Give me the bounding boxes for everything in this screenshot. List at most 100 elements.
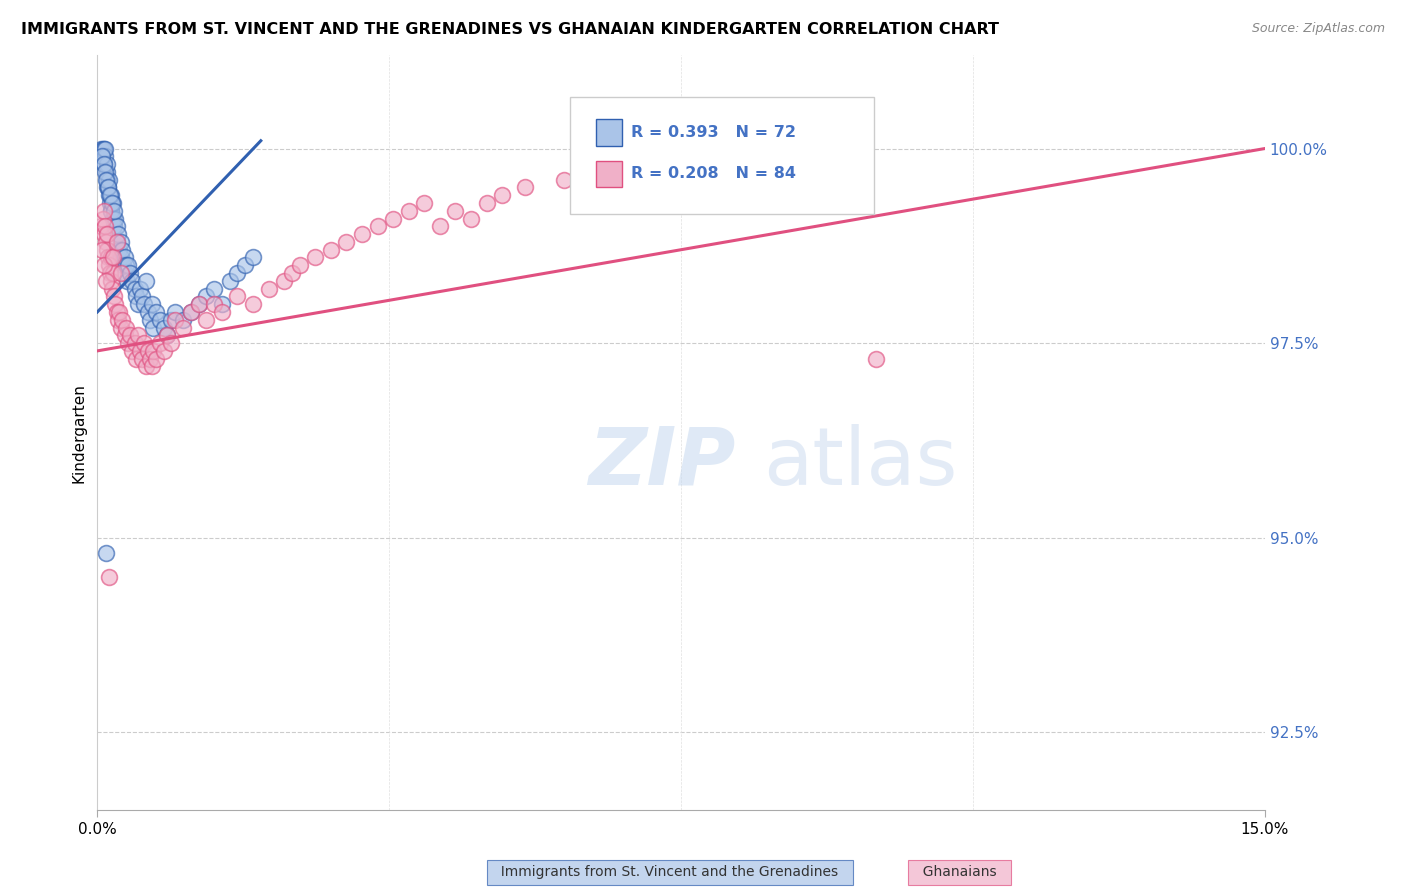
Point <box>94 172 117 186</box>
Point <box>110 251 132 265</box>
Point <box>124 336 146 351</box>
Point <box>398 203 420 218</box>
Point <box>94 274 117 288</box>
Point <box>97 251 120 265</box>
Point <box>100 203 122 218</box>
Point <box>172 312 194 326</box>
Text: R = 0.393   N = 72: R = 0.393 N = 72 <box>631 125 796 140</box>
Point <box>242 297 264 311</box>
Point <box>350 227 373 241</box>
Point <box>107 312 129 326</box>
Point <box>118 266 141 280</box>
Point <box>101 196 124 211</box>
Point <box>121 343 143 358</box>
Point <box>93 227 115 241</box>
Point <box>103 203 125 218</box>
Point <box>114 266 136 280</box>
Point <box>135 359 157 374</box>
Point <box>139 351 162 366</box>
Point <box>101 251 124 265</box>
Point <box>103 289 125 303</box>
Point <box>111 243 134 257</box>
Point <box>172 320 194 334</box>
Point <box>98 196 121 211</box>
Point <box>98 188 121 202</box>
Point <box>104 211 127 226</box>
Point <box>152 343 174 358</box>
Point <box>100 203 122 218</box>
Point <box>125 289 148 303</box>
Point <box>101 266 124 280</box>
Point <box>281 266 304 280</box>
Point <box>98 266 121 280</box>
Point <box>93 142 115 156</box>
Point <box>101 196 124 211</box>
Point <box>202 297 225 311</box>
FancyBboxPatch shape <box>596 120 621 145</box>
Point <box>165 305 187 319</box>
Point <box>98 569 121 583</box>
Point <box>145 351 167 366</box>
FancyBboxPatch shape <box>571 96 873 214</box>
Point <box>91 243 114 257</box>
Point <box>121 274 143 288</box>
Point <box>94 219 117 234</box>
Point <box>91 149 114 163</box>
Point <box>631 157 654 171</box>
Point <box>160 336 183 351</box>
Point <box>748 165 770 179</box>
Point <box>91 142 114 156</box>
Point <box>273 274 295 288</box>
Point <box>165 312 187 326</box>
Point <box>97 180 120 194</box>
Point <box>94 235 117 249</box>
Point <box>96 157 118 171</box>
Point <box>475 196 498 211</box>
Point <box>104 297 127 311</box>
Point <box>139 312 162 326</box>
Point <box>111 312 134 326</box>
Point <box>100 251 122 265</box>
Point <box>429 219 451 234</box>
Point <box>180 305 202 319</box>
Point <box>156 328 179 343</box>
Point <box>110 320 132 334</box>
Point <box>125 351 148 366</box>
Point <box>195 289 218 303</box>
Point <box>105 305 128 319</box>
Point <box>187 297 209 311</box>
Point <box>98 258 121 272</box>
Point <box>114 251 136 265</box>
Point <box>141 297 163 311</box>
Point <box>319 243 342 257</box>
Point <box>100 188 122 202</box>
Point <box>413 196 436 211</box>
Point <box>115 258 138 272</box>
Point <box>211 305 233 319</box>
Point <box>94 142 117 156</box>
Point <box>91 211 114 226</box>
Point <box>108 243 131 257</box>
Point <box>195 312 218 326</box>
Point <box>96 243 118 257</box>
Point <box>131 289 153 303</box>
Point <box>108 305 131 319</box>
Point <box>149 312 172 326</box>
Point <box>156 328 179 343</box>
Point <box>127 328 149 343</box>
Point <box>112 258 135 272</box>
Point <box>96 180 118 194</box>
Point <box>460 211 482 226</box>
Point <box>93 258 115 272</box>
Point <box>553 172 575 186</box>
Point <box>152 320 174 334</box>
Point <box>335 235 357 249</box>
Point <box>94 546 117 560</box>
Point <box>107 227 129 241</box>
Point <box>98 172 121 186</box>
Point <box>211 297 233 311</box>
Point <box>131 351 153 366</box>
Point <box>115 274 138 288</box>
Point <box>96 165 118 179</box>
Point <box>135 274 157 288</box>
